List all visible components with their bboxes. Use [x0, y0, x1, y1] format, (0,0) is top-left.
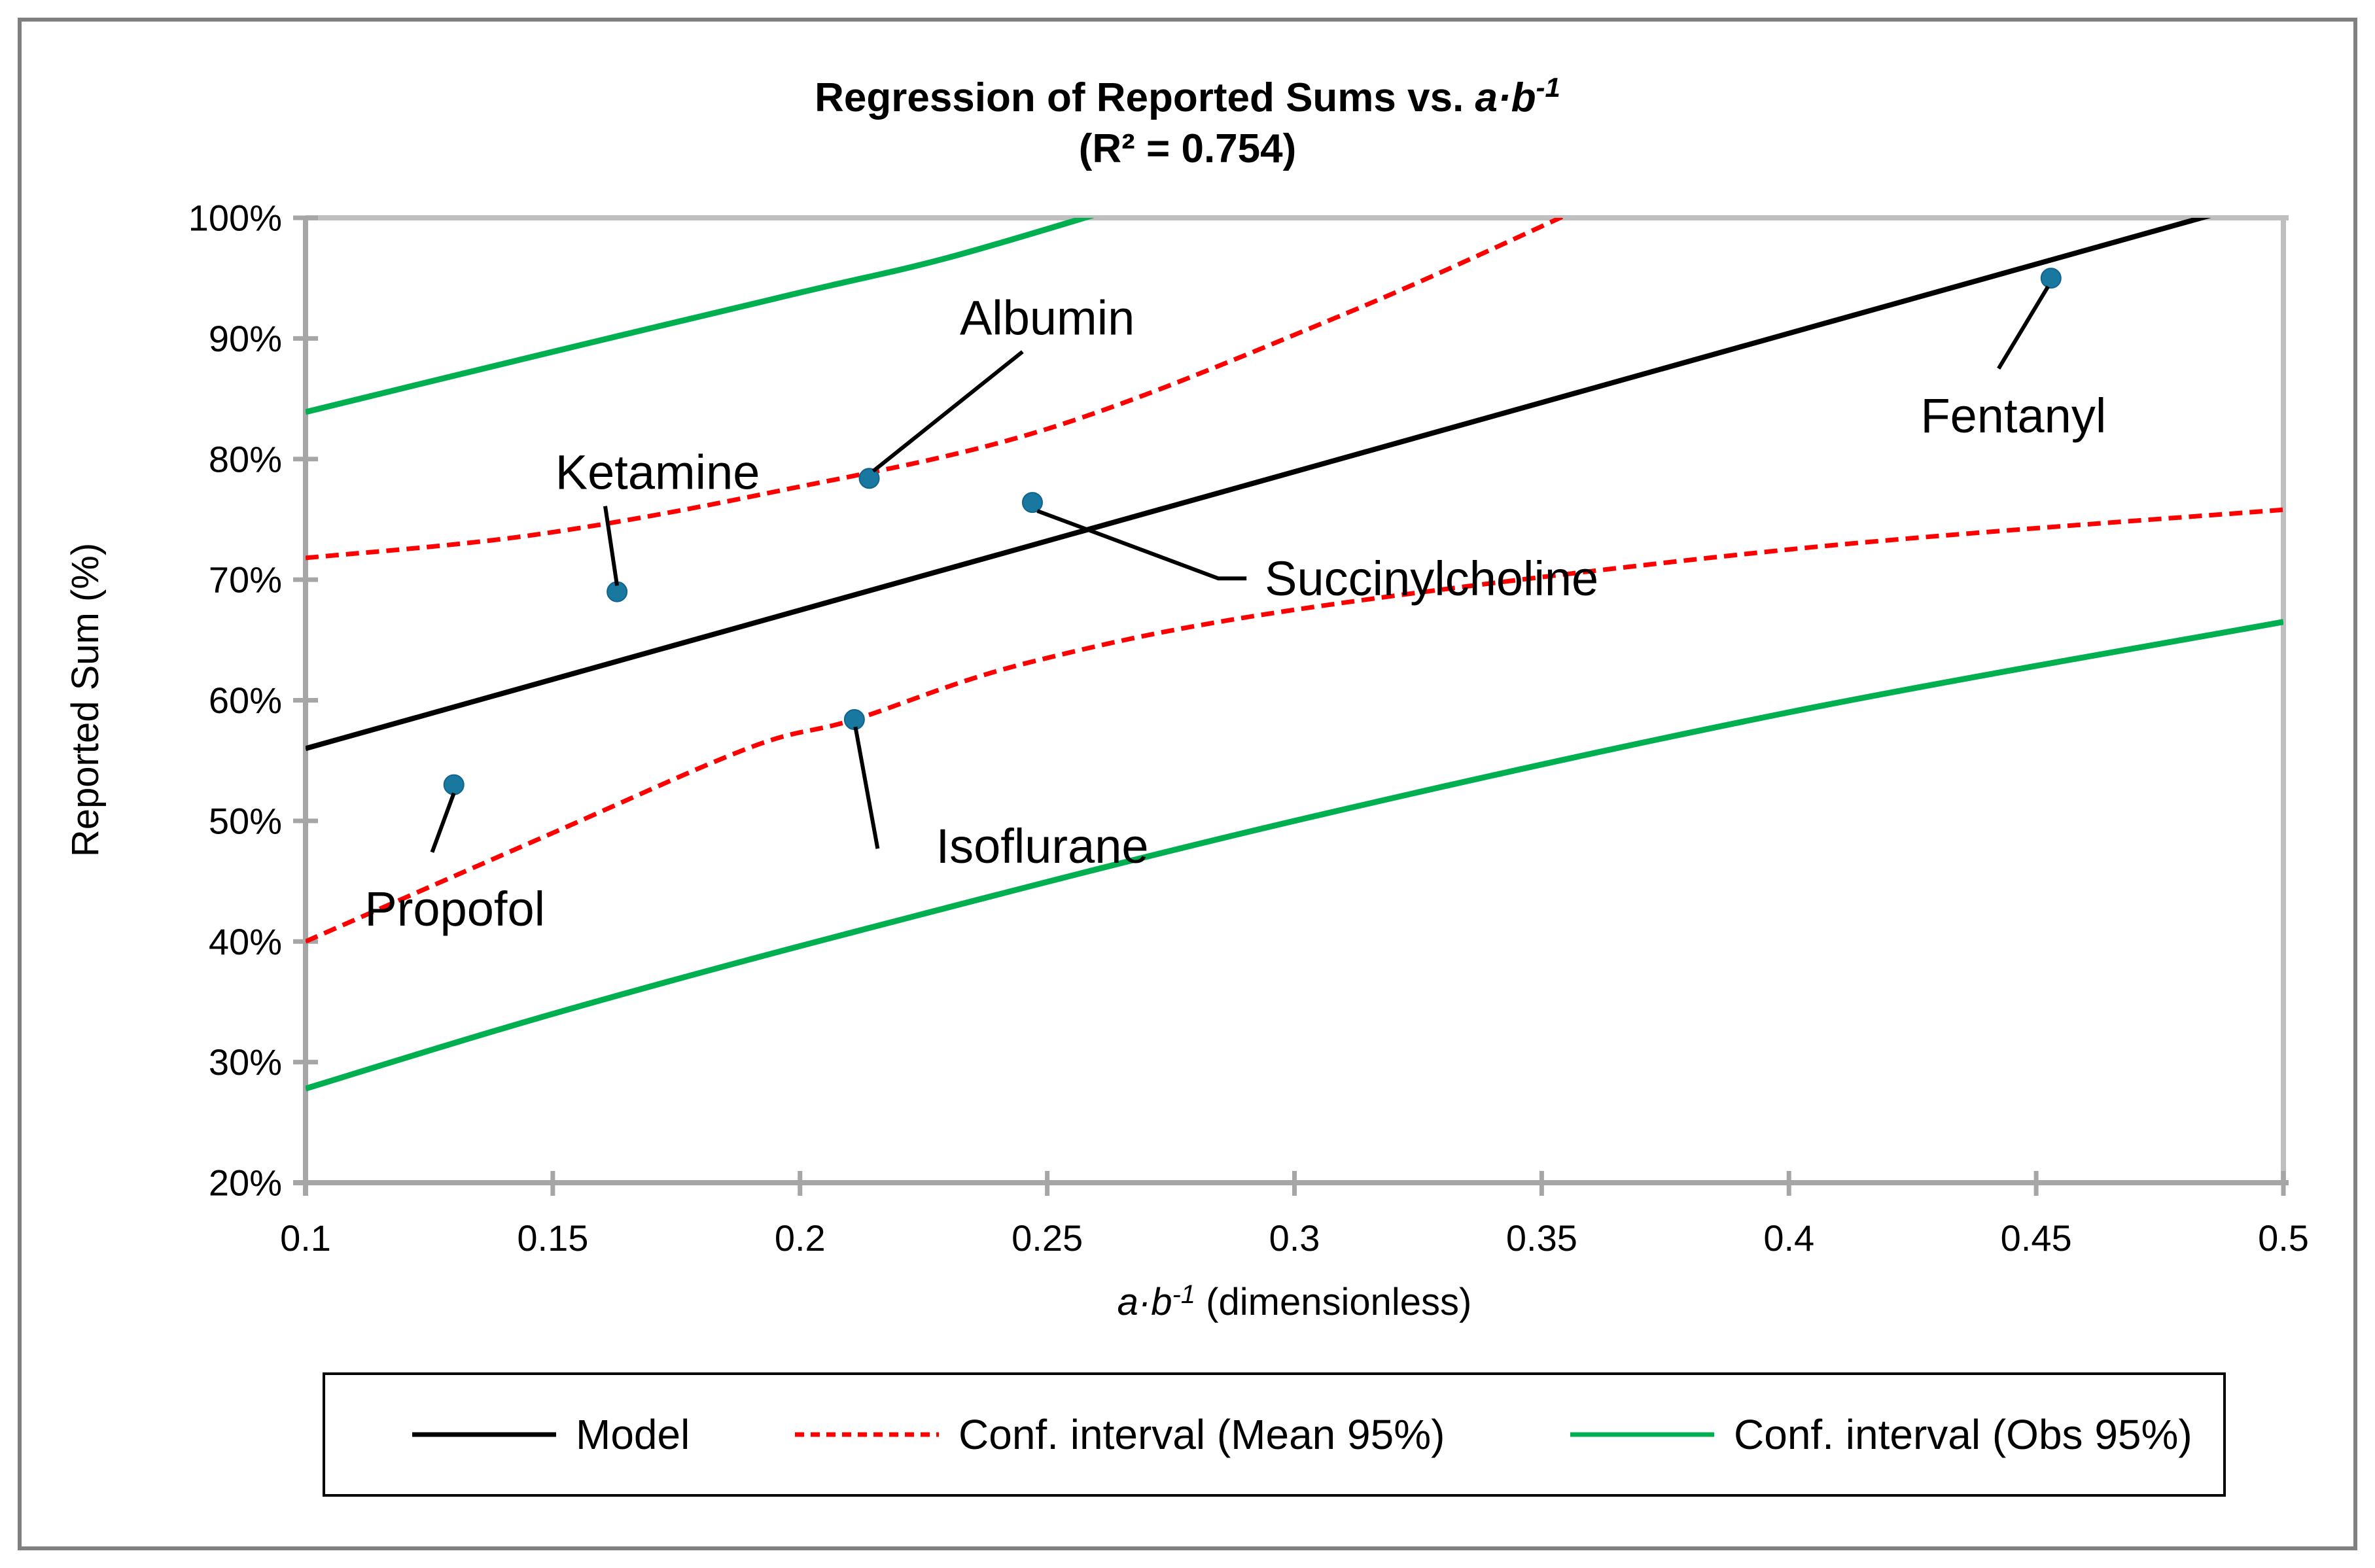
data-points — [443, 268, 2062, 795]
point-label: Fentanyl — [1920, 389, 2106, 443]
x-tick-label: 0.1 — [280, 1217, 331, 1259]
leader-line — [430, 792, 456, 853]
y-tick-label: 30% — [209, 1041, 282, 1083]
legend-label: Model — [576, 1411, 690, 1458]
legend-box — [323, 1372, 2226, 1497]
conf-mean-lower-line — [306, 507, 2283, 944]
y-tick-label: 20% — [209, 1162, 282, 1204]
y-tick-label: 40% — [209, 921, 282, 962]
x-tick-label: 0.2 — [775, 1217, 826, 1259]
y-tick-label: 60% — [209, 680, 282, 721]
axes — [293, 215, 2289, 1196]
conf-mean-upper-line — [306, 218, 1566, 561]
point-label: Propofol — [364, 882, 545, 936]
leader-line — [1036, 509, 1247, 581]
y-tick-label: 50% — [209, 800, 282, 841]
point-label: Ketamine — [555, 445, 760, 500]
conf-obs-lower-line — [306, 619, 2283, 1092]
y-tick-label: 80% — [209, 438, 282, 479]
legend-label: Conf. interval (Obs 95%) — [1734, 1411, 2192, 1458]
y-tick-label: 70% — [209, 559, 282, 601]
x-tick-label: 0.4 — [1763, 1217, 1814, 1259]
point-label: Succinylcholine — [1265, 551, 1598, 606]
y-axis-title: Reported Sum (%) — [64, 543, 107, 857]
point-label: Albumin — [960, 291, 1135, 345]
conf-obs-upper-line — [306, 218, 1095, 415]
x-tick-label: 0.35 — [1506, 1217, 1577, 1259]
x-tick-label: 0.45 — [2001, 1217, 2072, 1259]
chart-title: Regression of Reported Sums vs. a·b-1 (R²… — [815, 72, 1560, 171]
x-tick-label: 0.3 — [1269, 1217, 1320, 1259]
axis-titles: a·b-1 (dimensionless) Reported Sum (%) — [64, 543, 1471, 1323]
x-tick-label: 0.25 — [1012, 1217, 1083, 1259]
x-axis-title: a·b-1 (dimensionless) — [1117, 1280, 1472, 1323]
model-line — [306, 218, 2211, 752]
chart-subtitle: (R² = 0.754) — [1079, 126, 1297, 171]
data-point — [843, 709, 865, 730]
data-point — [1021, 492, 1043, 514]
tick-labels: 20% 30% 40% 50% 60% 70% 80% 90% 100% 0.1 0.15 0.2 0.… — [188, 198, 2309, 1259]
point-annotations: Propofol Ketamine Albumin Isoflurane Succiny… — [364, 285, 2106, 936]
figure-border — [18, 18, 2357, 1550]
leader-line — [871, 350, 1024, 473]
leader-line — [1997, 285, 2050, 370]
x-tick-label: 0.15 — [517, 1217, 588, 1259]
data-point — [443, 774, 465, 795]
y-tick-label: 100% — [188, 198, 282, 239]
x-tick-label: 0.5 — [2258, 1217, 2309, 1259]
data-point — [2040, 268, 2062, 289]
plot-area — [306, 215, 2289, 1183]
series-lines — [306, 218, 2283, 1092]
chart-title-line1: Regression of Reported Sums vs. a·b-1 — [815, 72, 1560, 120]
leader-line — [603, 506, 620, 586]
legend-label: Conf. interval (Mean 95%) — [959, 1411, 1445, 1458]
leader-line — [853, 726, 880, 849]
point-label: Isoflurane — [936, 819, 1149, 873]
y-tick-label: 90% — [209, 318, 282, 359]
data-point — [858, 468, 880, 489]
outer-border — [18, 18, 2357, 1550]
legend: Model Conf. interval (Mean 95%) Conf. inte… — [323, 1372, 2226, 1497]
